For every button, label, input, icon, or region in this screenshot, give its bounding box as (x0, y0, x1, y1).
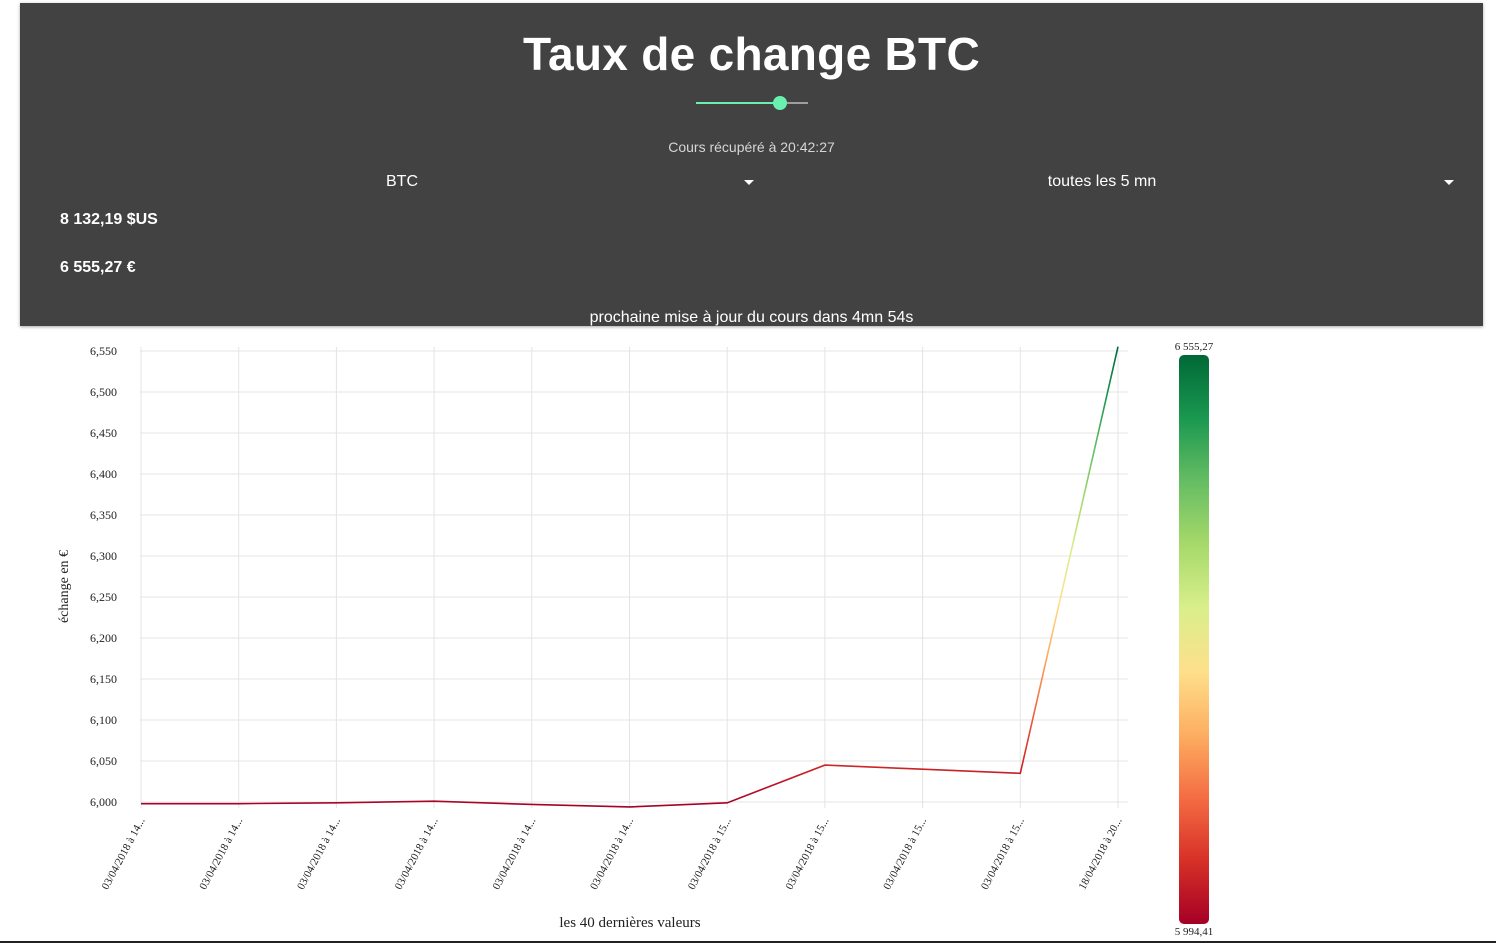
slider-thumb[interactable] (773, 96, 787, 110)
y-tick-label: 6,300 (90, 549, 117, 563)
y-tick-label: 6,500 (90, 385, 117, 399)
x-tick-label: 03/04/2018 à 14... (393, 816, 441, 892)
x-tick-label: 03/04/2018 à 14... (588, 816, 636, 892)
x-tick-label: 03/04/2018 à 15... (784, 816, 832, 892)
currency-select-value: BTC (386, 173, 418, 190)
y-tick-label: 6,350 (90, 508, 117, 522)
series-line (141, 346, 1119, 808)
x-tick-label: 03/04/2018 à 15... (686, 816, 734, 892)
y-tick-label: 6,550 (90, 344, 117, 358)
x-tick-label: 03/04/2018 à 14... (197, 816, 245, 892)
y-tick-label: 6,100 (90, 713, 117, 727)
y-tick-label: 6,250 (90, 590, 117, 604)
exchange-rate-chart: 6,000 6,050 6,100 6,150 6,200 6,250 6,300 6,350… (57, 341, 1214, 938)
currency-select[interactable]: BTC (50, 167, 754, 197)
chevron-down-icon (1444, 180, 1454, 185)
page-title: Taux de change BTC (523, 28, 980, 80)
y-tick-label: 6,150 (90, 672, 117, 686)
x-tick-label: 03/04/2018 à 14... (490, 816, 538, 892)
y-tick-label: 6,400 (90, 467, 117, 481)
x-axis-label: les 40 dernières valeurs (559, 915, 700, 931)
x-tick-label: 03/04/2018 à 15... (881, 816, 929, 892)
x-tick-label: 03/04/2018 à 14... (100, 816, 148, 892)
next-update-countdown: prochaine mise à jour du cours dans 4mn … (589, 309, 914, 326)
interval-select[interactable]: toutes les 5 mn (750, 167, 1454, 197)
y-tick-label: 6,050 (90, 754, 117, 768)
x-tick-label: 03/04/2018 à 15... (979, 816, 1027, 892)
price-usd: 8 132,19 $US (60, 211, 158, 228)
header-panel: Taux de change BTC Cours récupéré à 20:4… (20, 3, 1483, 326)
color-legend-bar (1179, 355, 1209, 924)
legend-max-label: 6 555,27 (1175, 341, 1214, 353)
y-tick-label: 6,450 (90, 426, 117, 440)
refresh-slider[interactable] (696, 95, 808, 111)
x-tick-label: 18/04/2018 à 20... (1077, 816, 1125, 892)
slider-track-filled (696, 102, 780, 104)
retrieved-time: Cours récupéré à 20:42:27 (668, 139, 835, 155)
legend-min-label: 5 994,41 (1175, 926, 1214, 938)
price-eur: 6 555,27 € (60, 259, 136, 276)
y-tick-label: 6,000 (90, 795, 117, 809)
bottom-divider (0, 941, 1496, 943)
interval-select-value: toutes les 5 mn (1047, 173, 1157, 190)
chevron-down-icon (744, 180, 754, 185)
slider-track-empty (780, 102, 808, 104)
y-axis-label: échange en € (57, 550, 72, 623)
x-tick-label: 03/04/2018 à 14... (295, 816, 343, 892)
y-tick-label: 6,200 (90, 631, 117, 645)
